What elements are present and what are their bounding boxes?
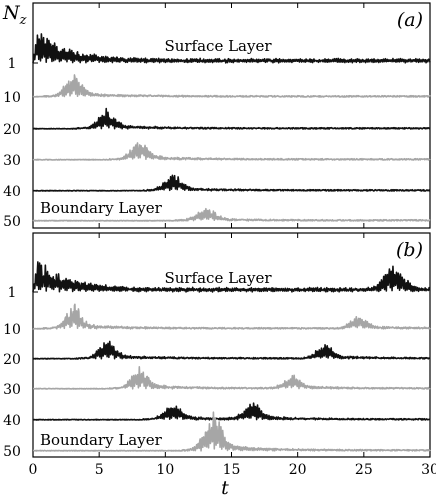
annotation-boundary-layer: Boundary Layer	[40, 431, 163, 449]
series-line-layer-20	[32, 107, 431, 130]
panel-label: (b)	[396, 239, 423, 261]
series-line-layer-10	[32, 74, 431, 98]
x-tick-label: 20	[289, 462, 307, 478]
panel-frame	[32, 232, 431, 458]
series-line-layer-50	[32, 207, 431, 222]
series-line-layer-40	[32, 174, 431, 192]
y-tick-label: 30	[3, 382, 21, 398]
y-axis-title-main: N	[2, 2, 21, 24]
x-tick-label: 5	[95, 462, 104, 478]
panels: 1 10 20 30 40 50 (a) Surface Layer Boundary Laye…	[3, 2, 431, 460]
annotation-boundary-layer: Boundary Layer	[40, 199, 163, 217]
series-line-layer-30	[32, 366, 431, 390]
y-tick-label: 10	[3, 322, 21, 338]
series-line-layer-40	[32, 402, 431, 421]
series-line-layer-1	[32, 33, 431, 64]
panel-label: (a)	[397, 9, 423, 31]
y-axis-title-subscript: z	[19, 13, 27, 28]
x-tick-label: 15	[223, 462, 241, 478]
panel-b: 1 10 20 30 40 50 (b) Surface Layer Boundary Laye…	[3, 232, 431, 460]
y-tick-label: 1	[8, 285, 17, 301]
y-tick-label: 40	[3, 413, 21, 429]
x-tick-label: 30	[421, 462, 436, 478]
panel-a: 1 10 20 30 40 50 (a) Surface Layer Boundary Laye…	[3, 2, 431, 230]
y-tick-label: 10	[3, 90, 21, 106]
series-line-layer-20	[32, 340, 431, 360]
x-tick-label: 0	[29, 462, 38, 478]
y-tick-label: 50	[3, 444, 21, 460]
x-axis-title: t	[221, 477, 229, 497]
series-line-layer-50	[32, 411, 431, 452]
y-axis-title: Nz	[2, 2, 27, 28]
series-line-layer-10	[32, 303, 431, 330]
annotation-surface-layer: Surface Layer	[164, 37, 272, 55]
y-tick-label: 20	[3, 122, 21, 138]
series-line-layer-30	[32, 142, 431, 161]
x-axis: 0 5 10 15 20 25 30	[29, 462, 436, 478]
y-tick-label: 30	[3, 153, 21, 169]
y-tick-label: 40	[3, 184, 21, 200]
y-tick-label: 50	[3, 214, 21, 230]
series-line-layer-1	[32, 261, 431, 293]
x-tick-label: 10	[156, 462, 174, 478]
y-tick-label: 1	[8, 56, 17, 72]
annotation-surface-layer: Surface Layer	[164, 269, 272, 287]
y-tick-label: 20	[3, 352, 21, 368]
x-tick-label: 25	[355, 462, 373, 478]
